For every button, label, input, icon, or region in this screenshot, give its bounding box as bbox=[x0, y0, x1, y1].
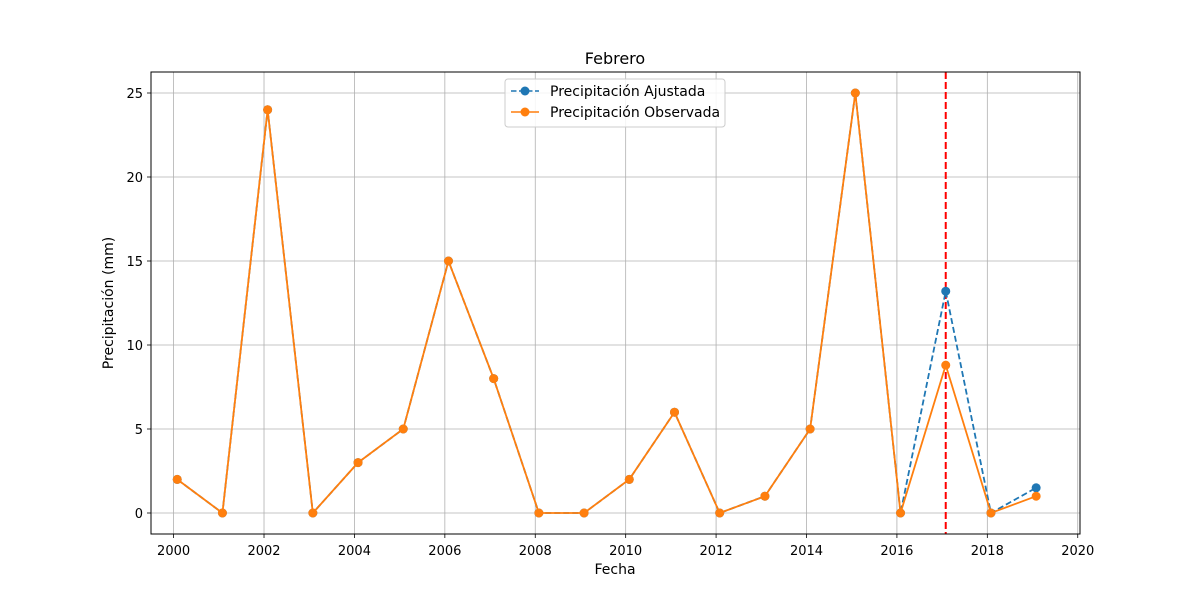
data-point-adjusted bbox=[941, 286, 951, 296]
legend: Precipitación Ajustada Precipitación Obs… bbox=[504, 78, 726, 128]
data-point-observed bbox=[489, 374, 499, 384]
x-tick-label: 2014 bbox=[790, 544, 823, 559]
data-point-observed bbox=[624, 474, 634, 484]
data-point-observed bbox=[308, 508, 318, 518]
data-point-observed bbox=[986, 508, 996, 518]
series-line-observed bbox=[176, 92, 1037, 516]
data-point-observed bbox=[1031, 491, 1041, 501]
x-tick-label: 2004 bbox=[338, 544, 371, 559]
y-tick-label: 0 bbox=[135, 507, 143, 522]
x-tick-label: 2012 bbox=[700, 544, 733, 559]
data-point-observed bbox=[715, 508, 725, 518]
data-point-observed bbox=[579, 508, 589, 518]
grid bbox=[151, 72, 1080, 534]
data-point-observed bbox=[398, 424, 408, 434]
legend-marker-adjusted bbox=[520, 86, 530, 96]
y-tick-label: 10 bbox=[126, 339, 143, 354]
chart-title: Febrero bbox=[585, 49, 645, 68]
x-tick-label: 2010 bbox=[609, 544, 642, 559]
data-point-observed bbox=[534, 508, 544, 518]
data-point-observed bbox=[353, 458, 363, 468]
data-point-observed bbox=[896, 508, 906, 518]
y-tick-label: 15 bbox=[126, 255, 143, 270]
data-point-observed bbox=[805, 424, 815, 434]
y-tick-label: 20 bbox=[126, 171, 143, 186]
y-axis: 0 5 10 15 20 25 bbox=[126, 87, 151, 522]
data-point-observed bbox=[941, 360, 951, 370]
legend-box bbox=[504, 78, 726, 128]
data-point-adjusted bbox=[1031, 483, 1041, 493]
x-tick-label: 2020 bbox=[1061, 544, 1094, 559]
x-axis-title: Fecha bbox=[594, 562, 635, 578]
x-tick-label: 2008 bbox=[519, 544, 552, 559]
series-layer bbox=[172, 88, 1041, 518]
data-point-observed bbox=[760, 491, 770, 501]
y-tick-label: 5 bbox=[135, 423, 143, 438]
x-tick-label: 2000 bbox=[157, 544, 190, 559]
y-axis-title: Precipitación (mm) bbox=[101, 237, 117, 369]
x-axis: 2000 2002 2004 2006 2008 2010 2012 2014 2016 2018… bbox=[157, 534, 1094, 559]
data-point-observed bbox=[850, 88, 860, 98]
y-tick-label: 25 bbox=[126, 87, 143, 102]
data-point-observed bbox=[217, 508, 227, 518]
x-tick-label: 2018 bbox=[971, 544, 1004, 559]
x-tick-label: 2002 bbox=[247, 544, 280, 559]
data-point-observed bbox=[172, 474, 182, 484]
x-tick-label: 2016 bbox=[880, 544, 913, 559]
data-point-observed bbox=[669, 407, 679, 417]
x-tick-label: 2006 bbox=[428, 544, 461, 559]
legend-label-adjusted: Precipitación Ajustada bbox=[550, 84, 705, 100]
legend-label-observed: Precipitación Observada bbox=[550, 105, 720, 121]
plot-frame bbox=[150, 71, 1081, 535]
series-observed bbox=[172, 88, 1041, 518]
legend-marker-observed bbox=[520, 107, 530, 117]
data-point-observed bbox=[263, 105, 273, 115]
data-point-observed bbox=[443, 256, 453, 266]
